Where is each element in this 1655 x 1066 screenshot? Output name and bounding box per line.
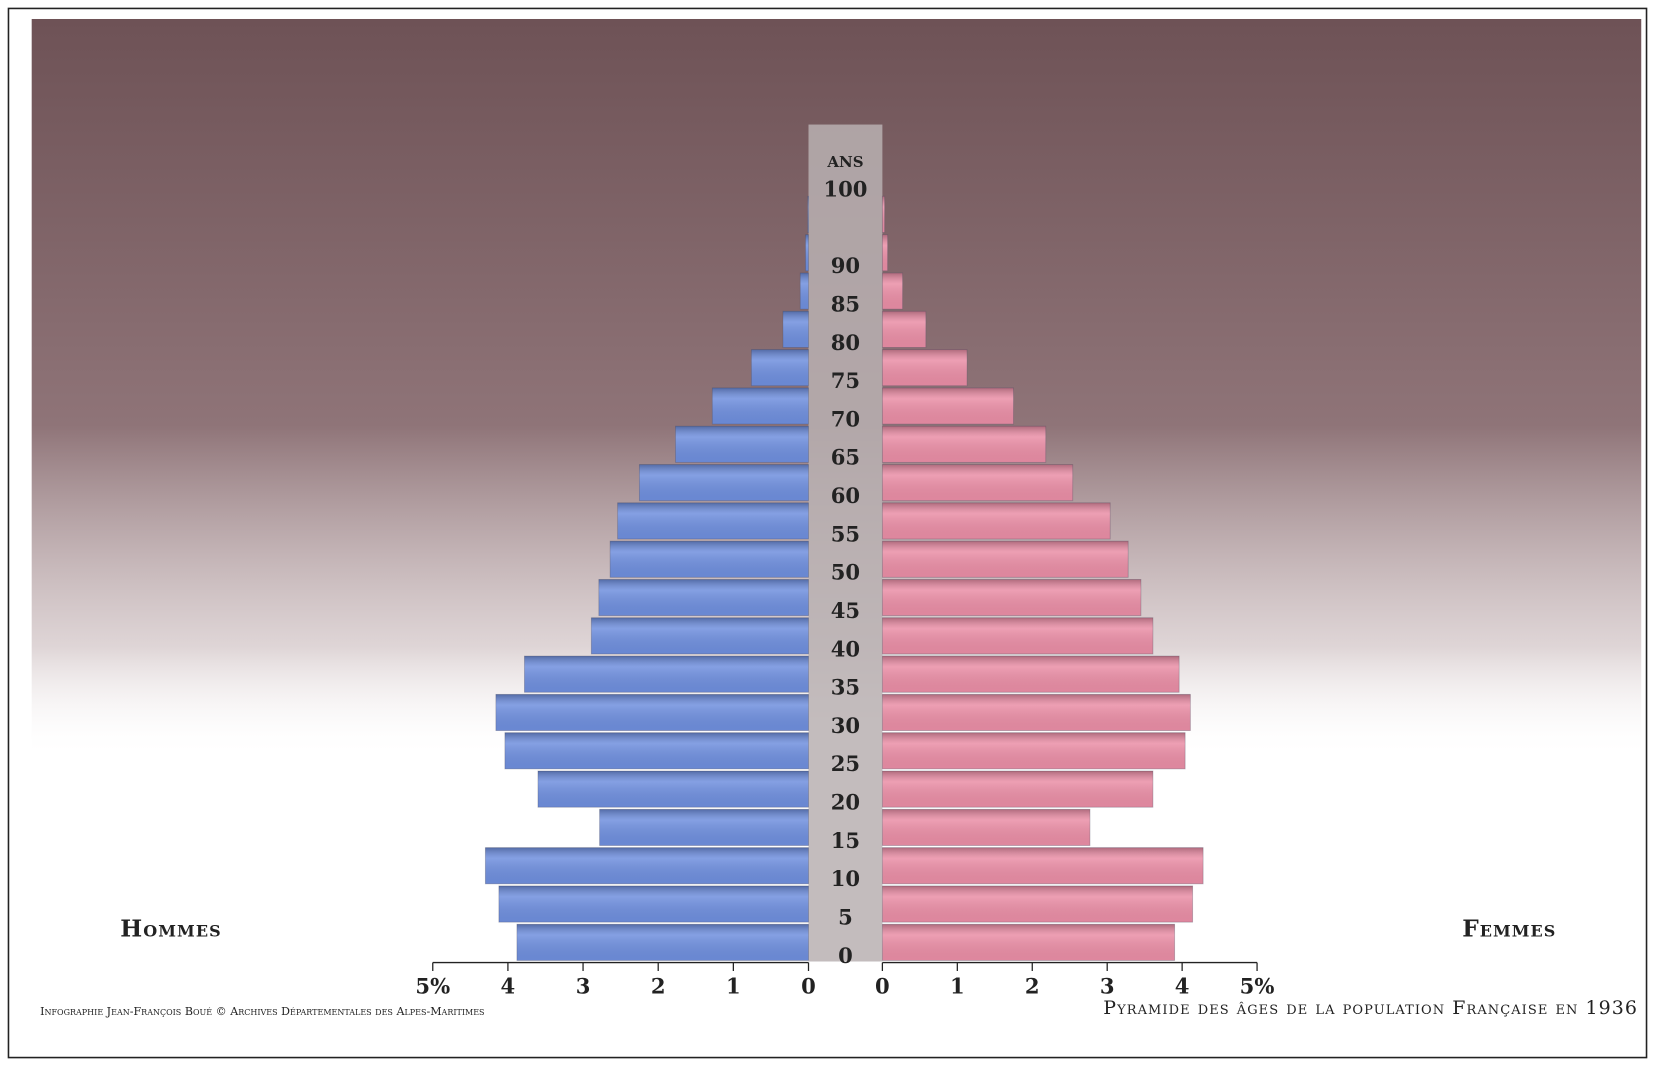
y-tick-label: 25 bbox=[831, 751, 860, 776]
bar bbox=[537, 770, 809, 808]
bar bbox=[881, 847, 1204, 885]
x-tick-label: 3 bbox=[576, 973, 591, 998]
bar bbox=[881, 579, 1142, 617]
bar bbox=[782, 310, 809, 348]
bar bbox=[807, 195, 809, 233]
bar bbox=[711, 387, 809, 425]
bar bbox=[599, 808, 809, 846]
y-tick-label: 0 bbox=[838, 943, 853, 968]
bar bbox=[881, 387, 1014, 425]
x-tick-label: 4 bbox=[1175, 973, 1190, 998]
bar bbox=[516, 923, 809, 961]
bar bbox=[881, 195, 886, 233]
y-tick-label: 90 bbox=[831, 253, 860, 278]
bar bbox=[590, 617, 809, 655]
bar bbox=[881, 349, 968, 387]
y-tick-label: 75 bbox=[831, 368, 860, 393]
x-tick-label: 5% bbox=[1240, 973, 1275, 998]
x-tick-label: 0 bbox=[801, 973, 816, 998]
bar bbox=[881, 272, 904, 310]
bar bbox=[498, 885, 809, 923]
bar bbox=[675, 425, 809, 463]
bar bbox=[495, 693, 809, 732]
bar bbox=[881, 655, 1180, 693]
bar bbox=[881, 540, 1129, 578]
y-tick-label: 35 bbox=[831, 675, 860, 700]
bar bbox=[504, 732, 809, 770]
y-tick-label: 45 bbox=[831, 598, 860, 623]
legend-entry: Femmes bbox=[1462, 915, 1556, 942]
bar bbox=[881, 617, 1154, 655]
bar bbox=[484, 847, 809, 885]
credit: Infographie Jean-François Boué © Archive… bbox=[40, 1005, 484, 1018]
bar bbox=[881, 234, 889, 272]
x-tick-label: 2 bbox=[1025, 973, 1040, 998]
y-tick-label: 60 bbox=[831, 483, 860, 508]
y-tick-label: 55 bbox=[831, 521, 860, 546]
legend-entry: Hommes bbox=[120, 915, 221, 942]
x-tick-label: 2 bbox=[651, 973, 666, 998]
bar bbox=[881, 885, 1194, 923]
x-tick-label: 4 bbox=[501, 973, 516, 998]
x-tick-label: 3 bbox=[1100, 973, 1115, 998]
bar bbox=[750, 349, 809, 387]
bar bbox=[881, 693, 1191, 732]
y-tick-label: 70 bbox=[831, 406, 860, 431]
y-tick-label: 10 bbox=[831, 866, 860, 891]
bar bbox=[609, 540, 809, 578]
y-tick-label: 100 bbox=[823, 177, 867, 202]
y-tick-label: 20 bbox=[831, 790, 860, 815]
y-tick-label: 65 bbox=[831, 445, 860, 470]
x-tick-label: 5% bbox=[415, 973, 450, 998]
y-tick-label: 30 bbox=[831, 713, 860, 738]
bar bbox=[524, 655, 809, 693]
y-tick-label: 85 bbox=[831, 291, 860, 316]
bar bbox=[799, 272, 809, 310]
bar bbox=[881, 502, 1111, 540]
bar bbox=[638, 464, 809, 502]
age-column bbox=[808, 124, 883, 962]
bar bbox=[805, 234, 809, 272]
y-tick-label: 5 bbox=[838, 904, 853, 929]
bar bbox=[881, 770, 1154, 808]
bar bbox=[881, 808, 1091, 846]
bar bbox=[881, 923, 1176, 961]
bar bbox=[881, 310, 927, 348]
bar bbox=[881, 464, 1074, 502]
bar bbox=[881, 732, 1186, 770]
y-tick-label: 40 bbox=[831, 636, 860, 661]
chart-title: Pyramide des âges de la population Franç… bbox=[1103, 997, 1638, 1019]
y-tick-label: 15 bbox=[831, 828, 860, 853]
y-tick-label: 50 bbox=[831, 560, 860, 585]
x-tick-label: 1 bbox=[950, 973, 965, 998]
bar bbox=[881, 425, 1047, 463]
y-axis-label: ans bbox=[826, 147, 863, 172]
bar bbox=[598, 579, 809, 617]
x-tick-label: 0 bbox=[875, 973, 890, 998]
x-tick-label: 1 bbox=[726, 973, 741, 998]
y-tick-label: 80 bbox=[831, 330, 860, 355]
bar bbox=[617, 502, 809, 540]
